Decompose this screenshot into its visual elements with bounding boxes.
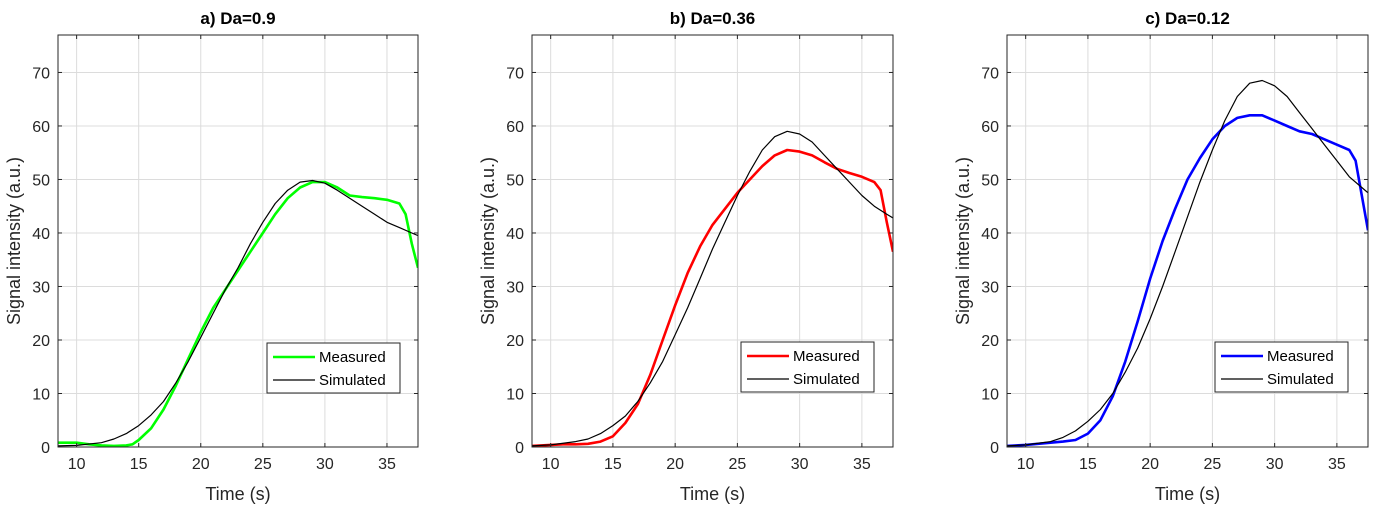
x-tick-label: 25 [728,456,746,473]
y-tick-label: 10 [506,386,524,403]
series-line-measured [1007,114,1368,447]
legend-label-simulated: Simulated [319,372,386,389]
y-tick-label: 20 [32,333,50,350]
x-tick-label: 30 [316,456,334,473]
x-tick-label: 35 [1328,456,1346,473]
y-tick-label: 10 [981,386,999,403]
x-tick-label: 10 [542,456,560,473]
x-tick-label: 25 [1203,456,1221,473]
y-axis-label: Signal intensity (a.u.) [478,157,498,325]
legend-label-measured: Measured [319,349,386,366]
y-tick-label: 10 [32,386,50,403]
y-tick-label: 30 [981,279,999,296]
x-tick-label: 20 [192,456,210,473]
legend-label-simulated: Simulated [1267,371,1334,388]
legend-box [740,341,875,393]
chart-title: a) Da=0.9 [200,9,275,28]
axes-frame [531,34,894,448]
x-tick-label: 30 [1266,456,1284,473]
legend: Measured Simulated [740,341,875,393]
legend-box [266,342,401,394]
x-tick-label: 30 [791,456,809,473]
series-line-measured [532,148,893,447]
legend: Measured Simulated [1214,341,1349,393]
series-line-simulated [1007,79,1368,447]
x-tick-label: 20 [1141,456,1159,473]
legend-label-measured: Measured [1267,348,1334,365]
legend-label-measured: Measured [793,348,860,365]
y-tick-label: 70 [506,65,524,82]
y-tick-label: 20 [981,333,999,350]
y-tick-label: 50 [506,172,524,189]
y-tick-label: 70 [981,65,999,82]
x-axis-label: Time (s) [205,484,270,504]
axes-frame [57,34,419,448]
y-tick-label: 30 [506,279,524,296]
x-tick-label: 35 [378,456,396,473]
x-tick-label: 15 [604,456,622,473]
legend-label-simulated: Simulated [793,371,860,388]
y-axis-label: Signal intensity (a.u.) [953,157,973,325]
x-tick-label: 25 [254,456,272,473]
x-axis-label: Time (s) [680,484,745,504]
series-line-measured [58,180,418,447]
y-tick-label: 30 [32,279,50,296]
chart-panel-2: 10 15 20 25 30 35 0 10 20 30 40 50 60 70 b) Da=0.36 Tim… [478,9,894,504]
x-tick-label: 10 [68,456,86,473]
y-tick-label: 60 [981,119,999,136]
y-tick-label: 60 [506,119,524,136]
y-tick-label: 0 [41,440,50,457]
chart-panel-1: 10 15 20 25 30 35 0 10 20 30 40 50 60 70 a) Da=0.9 Time… [4,9,419,504]
legend: Measured Simulated [266,342,401,394]
series-line-simulated [58,179,418,447]
x-axis-label: Time (s) [1155,484,1220,504]
y-tick-label: 20 [506,333,524,350]
y-tick-label: 50 [32,172,50,189]
y-tick-label: 40 [506,226,524,243]
chart-title: c) Da=0.12 [1145,9,1230,28]
y-tick-label: 0 [990,440,999,457]
y-tick-label: 40 [981,226,999,243]
y-tick-label: 50 [981,172,999,189]
y-tick-label: 70 [32,65,50,82]
y-axis-label: Signal intensity (a.u.) [4,157,24,325]
y-tick-label: 40 [32,226,50,243]
chart-title: b) Da=0.36 [670,9,756,28]
x-tick-label: 10 [1017,456,1035,473]
series-line-simulated [532,130,893,447]
y-tick-label: 0 [515,440,524,457]
y-tick-label: 60 [32,119,50,136]
x-tick-label: 20 [666,456,684,473]
axes-frame [1006,34,1369,448]
legend-box [1214,341,1349,393]
chart-panel-3: 10 15 20 25 30 35 0 10 20 30 40 50 60 70 c) Da=0.12 Tim… [953,9,1369,504]
x-tick-label: 35 [853,456,871,473]
x-tick-label: 15 [1079,456,1097,473]
x-tick-label: 15 [130,456,148,473]
